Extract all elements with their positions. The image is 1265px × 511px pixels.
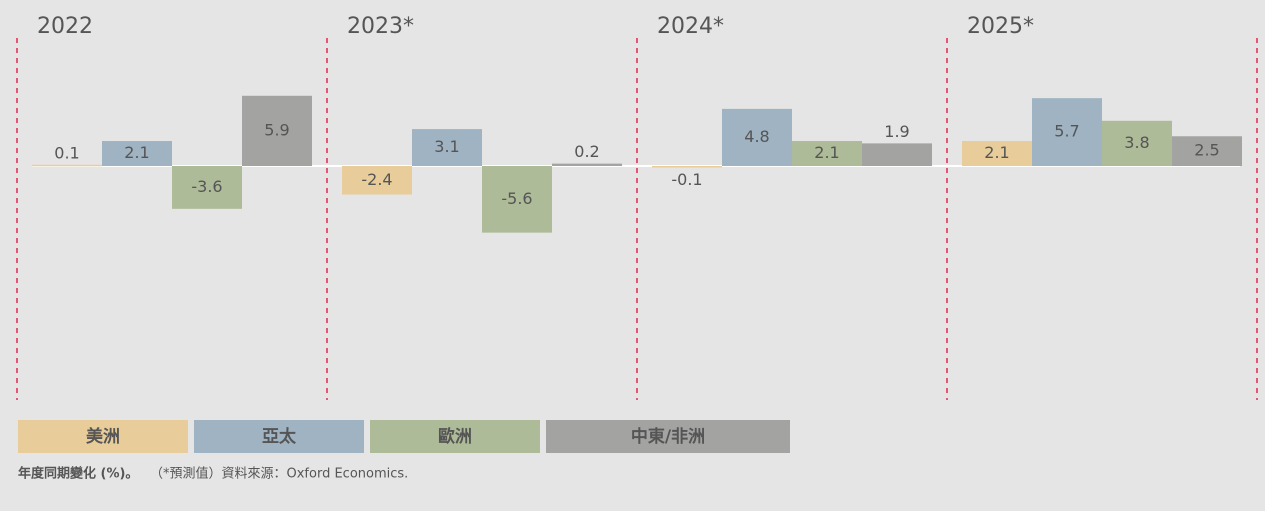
bar	[652, 166, 722, 168]
value-label: 1.9	[884, 122, 909, 141]
legend-label: 中東/非洲	[631, 426, 705, 447]
value-label: 5.9	[264, 120, 289, 139]
bar	[342, 166, 412, 195]
legend-label: 亞太	[262, 426, 297, 447]
legend-swatch	[194, 420, 364, 453]
value-label: 4.8	[744, 127, 769, 146]
bar	[1032, 98, 1102, 166]
year-label: 2025*	[967, 14, 1034, 39]
value-label: 2.1	[814, 143, 839, 162]
legend-swatch	[18, 420, 188, 453]
legend-swatch	[370, 420, 540, 453]
note-bold: 年度同期變化 (%)。	[18, 466, 138, 482]
bar	[962, 141, 1032, 166]
value-label: 0.2	[574, 142, 599, 161]
bar	[242, 95, 312, 166]
bar	[102, 141, 172, 166]
year-label: 2022	[37, 14, 93, 39]
year-label: 2024*	[657, 14, 724, 39]
value-label: -5.6	[501, 189, 532, 208]
bar	[792, 141, 862, 166]
bar	[172, 166, 242, 209]
value-label: -0.1	[671, 170, 702, 189]
legend-label: 歐洲	[438, 426, 472, 447]
bar	[862, 143, 932, 166]
value-label: 5.7	[1054, 122, 1079, 141]
value-label: -3.6	[191, 177, 222, 196]
bar	[482, 166, 552, 233]
note: （*預測值）資料來源：Oxford Economics.	[150, 466, 408, 482]
value-label: 3.1	[434, 137, 459, 156]
legend-label: 美洲	[86, 426, 120, 447]
bar	[722, 108, 792, 166]
value-label: 2.1	[124, 143, 149, 162]
bar	[1172, 136, 1242, 166]
legend-swatch	[546, 420, 790, 453]
bar	[32, 164, 102, 167]
year-label: 2023*	[347, 14, 414, 39]
bar	[1102, 120, 1172, 166]
value-label: 2.5	[1194, 141, 1219, 160]
bar	[412, 129, 482, 166]
value-label: -2.4	[361, 170, 392, 189]
value-label: 0.1	[54, 143, 79, 162]
bar	[552, 163, 622, 166]
value-label: 3.8	[1124, 133, 1149, 152]
value-label: 2.1	[984, 143, 1009, 162]
